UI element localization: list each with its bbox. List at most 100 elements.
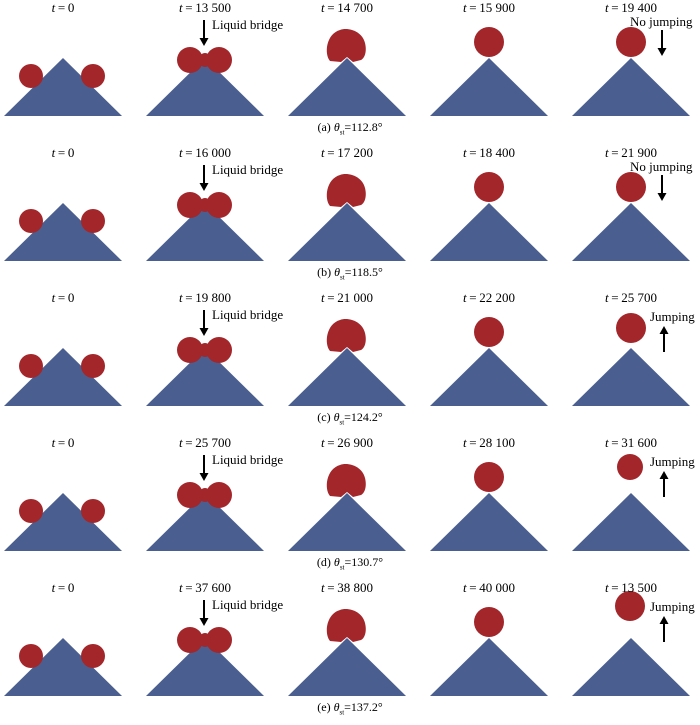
substrate-triangle	[146, 58, 264, 116]
merged-droplet	[616, 27, 646, 57]
jump-status-label: Jumping	[650, 454, 695, 469]
merged-droplet	[474, 607, 504, 637]
frame-panel: t = 15 900	[428, 0, 568, 135]
simulation-frame	[4, 203, 122, 261]
merged-droplet	[326, 29, 366, 62]
droplet-left	[19, 499, 43, 523]
time-value: 0	[67, 0, 75, 15]
droplet-left	[177, 47, 203, 73]
liquid-bridge	[199, 53, 211, 67]
time-label: t = 0	[51, 0, 75, 15]
arrow-down-icon	[657, 30, 667, 56]
substrate-triangle	[572, 493, 690, 551]
substrate-triangle	[146, 493, 264, 551]
frame-panel: t = 18 400	[428, 145, 568, 280]
time-value: 16 000	[195, 145, 231, 160]
simulation-frame	[288, 464, 406, 551]
substrate-triangle	[4, 348, 122, 406]
jumping-droplet	[616, 313, 646, 343]
substrate-triangle	[572, 203, 690, 261]
time-value: 21 900	[621, 145, 657, 160]
merged-droplet	[474, 317, 504, 347]
droplet-right	[206, 337, 232, 363]
time-label: t = 28 100	[463, 435, 515, 450]
time-value: 14 700	[337, 0, 373, 15]
figure-row: t = 0 t = 19 800 Liquid bridge t = 21 000 t …	[0, 290, 700, 435]
simulation-frame	[146, 455, 264, 551]
liquid-bridge	[199, 343, 211, 357]
time-value: 25 700	[621, 290, 657, 305]
time-label: t = 19 800	[179, 290, 231, 305]
frame-panel: t = 37 600 Liquid bridge	[144, 580, 284, 715]
merged-droplet	[474, 27, 504, 57]
simulation-frame	[572, 591, 690, 696]
merged-droplet	[474, 172, 504, 202]
time-label: t = 22 200	[463, 290, 515, 305]
frame-panel: t = 25 700 Liquid bridge	[144, 435, 284, 570]
jumping-droplet	[615, 591, 645, 621]
frame-panel: t = 38 800	[286, 580, 426, 715]
substrate-triangle	[288, 58, 406, 116]
substrate-triangle	[288, 348, 406, 406]
droplet-left	[19, 64, 43, 88]
time-label: t = 31 600	[605, 435, 657, 450]
droplet-left	[177, 337, 203, 363]
liquid-bridge	[199, 198, 211, 212]
simulation-frame	[288, 609, 406, 696]
panel-caption: (a) θst=112.8°	[317, 120, 383, 137]
frame-panel: t = 0	[2, 435, 142, 570]
figure-row: t = 0 t = 25 700 Liquid bridge t = 26 900 t …	[0, 435, 700, 580]
liquid-bridge-label: Liquid bridge	[212, 162, 284, 177]
simulation-frame	[430, 462, 548, 551]
time-value: 21 000	[337, 290, 373, 305]
simulation-frame	[572, 27, 690, 116]
simulation-frame	[430, 172, 548, 261]
frame-panel: t = 40 000	[428, 580, 568, 715]
time-value: 19 800	[195, 290, 231, 305]
liquid-bridge-label: Liquid bridge	[212, 597, 284, 612]
arrow-down-icon	[199, 165, 209, 191]
substrate-triangle	[430, 493, 548, 551]
panel-caption: (b) θst=118.5°	[317, 265, 383, 282]
time-label: t = 18 400	[463, 145, 515, 160]
droplet-left	[19, 644, 43, 668]
droplet-right	[81, 499, 105, 523]
simulation-frame	[4, 58, 122, 116]
time-value: 0	[67, 580, 75, 595]
droplet-right	[206, 47, 232, 73]
frame-panel: t = 13 500 Jumping	[570, 580, 700, 715]
simulation-frame	[146, 310, 264, 406]
merged-droplet	[616, 172, 646, 202]
figure-row: t = 0 t = 37 600 Liquid bridge t = 38 800 t …	[0, 580, 700, 725]
substrate-triangle	[4, 493, 122, 551]
time-value: 37 600	[195, 580, 231, 595]
simulation-frame	[288, 319, 406, 406]
time-label: t = 0	[51, 145, 75, 160]
simulation-frame	[430, 607, 548, 696]
time-label: t = 0	[51, 290, 75, 305]
droplet-left	[177, 192, 203, 218]
frame-panel: t = 31 600 Jumping	[570, 435, 700, 570]
frame-panel: t = 16 000 Liquid bridge	[144, 145, 284, 280]
time-value: 13 500	[195, 0, 231, 15]
time-label: t = 38 800	[321, 580, 373, 595]
substrate-triangle	[288, 493, 406, 551]
droplet-right	[81, 209, 105, 233]
merged-droplet	[326, 464, 366, 497]
jump-status-label: Jumping	[650, 309, 695, 324]
frame-panel: t = 21 900 No jumping	[570, 145, 700, 280]
time-label: t = 26 900	[321, 435, 373, 450]
substrate-triangle	[430, 348, 548, 406]
substrate-triangle	[572, 348, 690, 406]
arrow-down-icon	[199, 455, 209, 481]
jumping-droplet	[617, 454, 643, 480]
simulation-frame	[288, 174, 406, 261]
droplet-right	[206, 627, 232, 653]
substrate-triangle	[288, 203, 406, 261]
time-value: 28 100	[479, 435, 515, 450]
time-label: t = 25 700	[179, 435, 231, 450]
figure-row: t = 0 t = 16 000 Liquid bridge t = 17 200 t …	[0, 145, 700, 290]
time-label: t = 13 500	[605, 580, 657, 595]
jump-status-label: Jumping	[650, 599, 695, 614]
simulation-frame	[572, 172, 690, 261]
